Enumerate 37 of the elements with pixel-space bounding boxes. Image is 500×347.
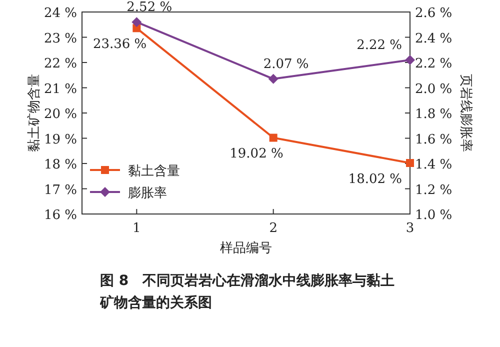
- point: [269, 134, 278, 142]
- y2-axis-title: 页岩线膨胀率: [458, 74, 474, 152]
- y-tick-label: 20 %: [44, 107, 77, 122]
- x-tick-label: 2: [269, 221, 278, 236]
- legend-label: 膨胀率: [128, 185, 167, 201]
- y2-tick-label: 1.2 %: [415, 182, 452, 198]
- x-axis-title: 样品编号: [220, 241, 272, 256]
- y2-tick-label: 1.4 %: [415, 158, 452, 172]
- x-tick-label: 1: [132, 221, 141, 236]
- y2-tick-label: 2.6 %: [415, 6, 452, 21]
- point: [406, 158, 414, 167]
- point: [405, 54, 415, 65]
- y2-tick-label: 2.0 %: [415, 82, 452, 97]
- y-axis-title: 黏土矿物含量: [27, 74, 42, 152]
- y2-tick-label: 2.2 %: [415, 56, 452, 72]
- point: [132, 17, 142, 28]
- data-label: 18.02 %: [348, 172, 402, 187]
- data-label: 19.02 %: [230, 146, 284, 162]
- y2-tick-label: 1.8 %: [415, 107, 452, 122]
- y2-tick-label: 1.0 %: [415, 208, 452, 223]
- y-tick-label: 18 %: [44, 158, 77, 172]
- data-label: 2.52 %: [126, 0, 172, 16]
- data-label: 2.07 %: [263, 56, 309, 72]
- legend-label: 黏土含量: [128, 164, 180, 179]
- y2-tick-label: 2.4 %: [415, 31, 452, 46]
- y-tick-label: 21 %: [44, 82, 77, 97]
- y2-tick-label: 1.6 %: [415, 132, 452, 148]
- x-tick-label: 3: [406, 221, 414, 236]
- y-tick-label: 16 %: [44, 208, 77, 223]
- y-tick-label: 22 %: [44, 56, 77, 72]
- point: [268, 74, 278, 84]
- y-tick-label: 23 %: [44, 31, 77, 46]
- y-tick-label: 19 %: [44, 132, 77, 148]
- y-tick-label: 24 %: [44, 6, 77, 21]
- y-tick-label: 17 %: [44, 182, 77, 198]
- data-label: 23.36 %: [92, 37, 147, 52]
- data-label: 2.22 %: [356, 38, 402, 53]
